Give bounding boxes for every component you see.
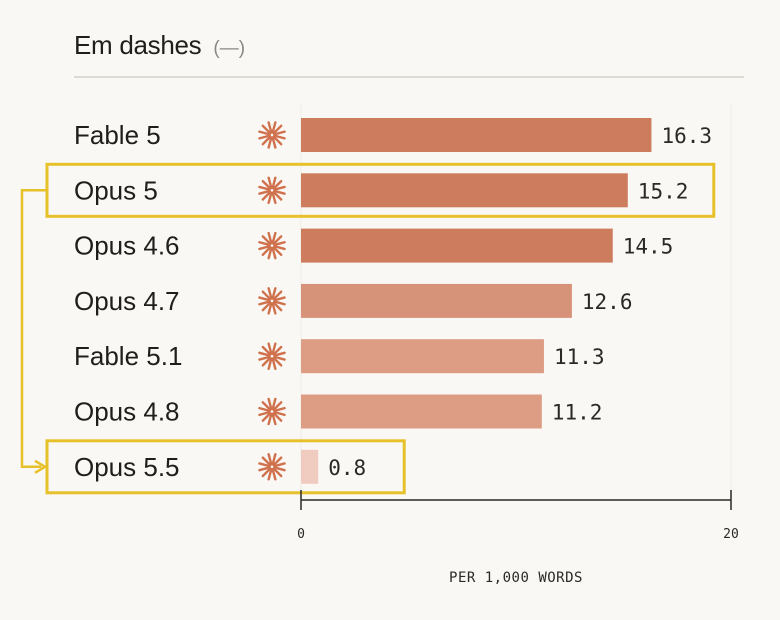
bar [301, 173, 628, 208]
row-label: Opus 4.8 [74, 397, 180, 427]
bar-value-label: 11.3 [554, 345, 605, 369]
asterisk-burst-icon [258, 121, 286, 149]
bar [301, 118, 652, 152]
highlight-connector [20, 189, 47, 469]
row-label: Opus 4.7 [74, 286, 180, 316]
bar [301, 394, 542, 429]
asterisk-burst-icon [258, 231, 286, 260]
asterisk-burst-icon [258, 342, 286, 370]
asterisk-burst-icon [258, 176, 286, 205]
bar-value-label: 0.8 [328, 456, 366, 480]
bar-value-label: 14.5 [623, 235, 674, 259]
bar [301, 449, 319, 484]
connector-arrowhead [34, 459, 47, 474]
x-tick-label: 20 [723, 527, 739, 542]
bar [301, 228, 613, 263]
asterisk-burst-icon [258, 397, 286, 426]
row-label: Opus 5.5 [74, 452, 180, 482]
asterisk-burst-icon [258, 287, 286, 315]
bar-value-label: 12.6 [582, 290, 633, 314]
bar-value-label: 16.3 [661, 124, 712, 148]
bar-value-label: 11.2 [552, 401, 603, 425]
row-label: Opus 5 [74, 175, 158, 205]
bar-value-label: 15.2 [638, 179, 689, 203]
bar [301, 283, 572, 318]
x-tick-label: 0 [297, 527, 305, 542]
row-label: Fable 5 [74, 120, 161, 150]
asterisk-burst-icon [258, 453, 286, 481]
chart-title: Em dashes [74, 30, 202, 60]
header-divider [74, 76, 744, 78]
x-axis-title: PER 1,000 WORDS [449, 570, 583, 586]
bar [301, 339, 544, 374]
row-label: Opus 4.6 [74, 231, 180, 261]
row-label: Fable 5.1 [74, 341, 182, 371]
chart-subtitle: (—) [213, 38, 246, 59]
chart-header: Em dashes (—) [74, 30, 245, 61]
highlight-box [45, 439, 406, 495]
